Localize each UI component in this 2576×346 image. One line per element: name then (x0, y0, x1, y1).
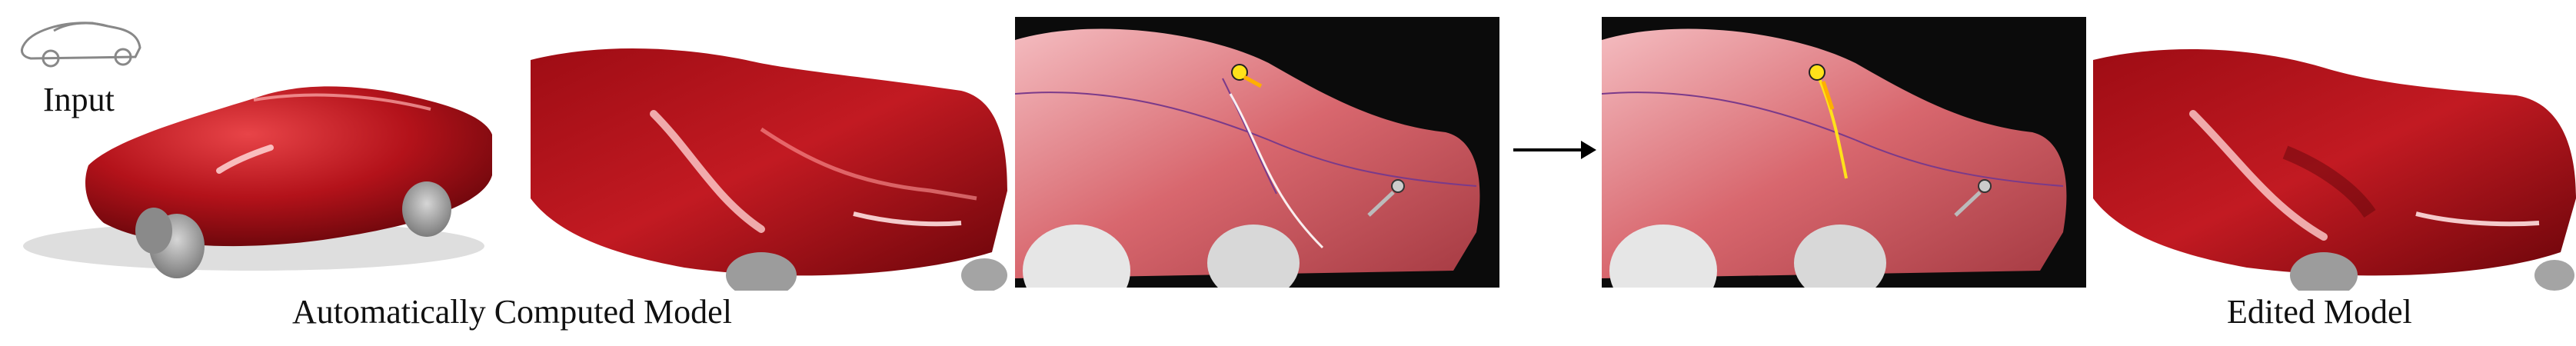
edited-model-figure (2093, 45, 2576, 291)
edited-model-panel (2093, 45, 2576, 291)
wheel (402, 181, 451, 237)
input-model-figure (20, 22, 492, 278)
closeup-model-panel (531, 45, 1007, 291)
control-point-icon[interactable] (1809, 64, 1825, 81)
viewport-original-panel (1015, 17, 1499, 288)
car-body (85, 86, 492, 247)
input-caption: Input (43, 81, 115, 118)
viewport-original-figure (1015, 17, 1499, 288)
right-arrow-icon (1507, 127, 1599, 173)
input-sketch-icon (20, 22, 141, 68)
viewport-edited-figure (1602, 17, 2086, 288)
edited-caption: Edited Model (2227, 293, 2412, 331)
control-point-icon[interactable] (1231, 64, 1248, 81)
input-model-panel: Input (0, 0, 523, 288)
automatic-caption: Automatically Computed Model (292, 293, 732, 331)
closeup-model-figure (531, 45, 1007, 291)
viewport-edited-panel (1602, 17, 2086, 288)
